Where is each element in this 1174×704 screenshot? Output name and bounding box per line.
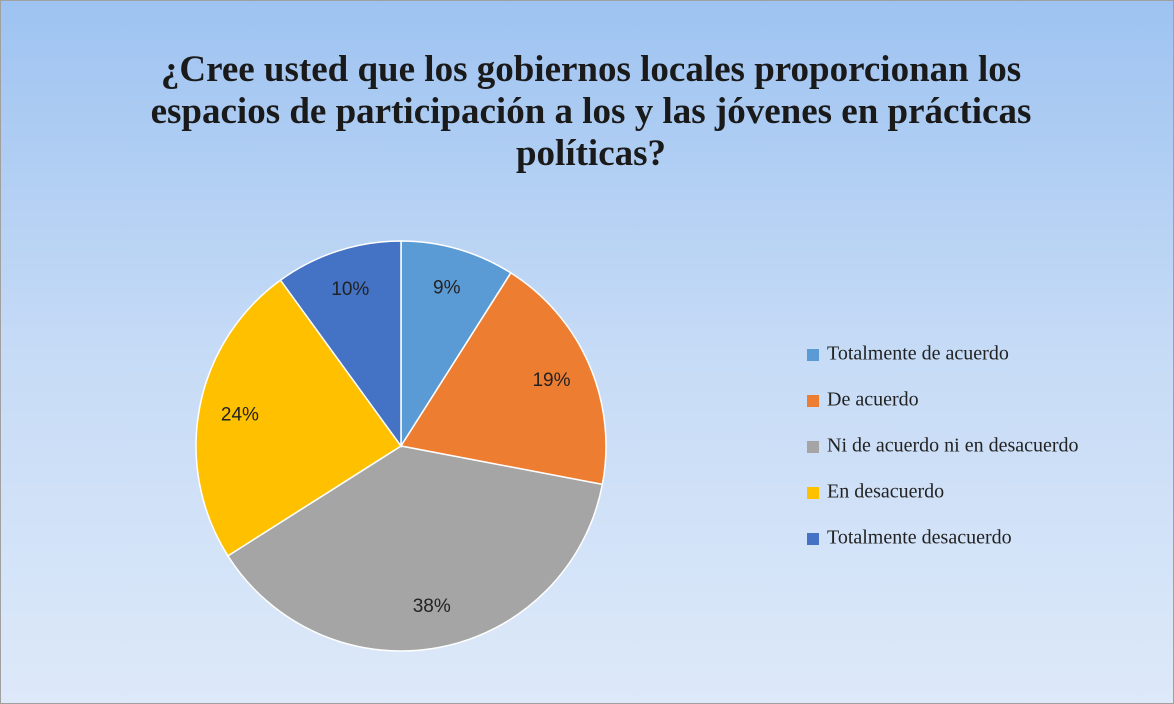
pie-slice <box>195 279 403 557</box>
data-label: 24% <box>221 404 259 425</box>
legend-swatch <box>807 487 819 499</box>
pie-slice <box>400 240 512 449</box>
legend-label: Totalmente desacuerdo <box>827 527 1012 549</box>
data-label: 9% <box>433 278 461 299</box>
legend-swatch <box>807 441 819 453</box>
data-label: 19% <box>532 370 570 391</box>
legend-swatch <box>807 395 819 407</box>
data-label: 10% <box>331 279 369 300</box>
pie-slice <box>399 271 607 486</box>
pie-slice <box>279 240 402 449</box>
data-label: 38% <box>413 596 451 617</box>
legend-swatch <box>807 533 819 545</box>
chart-title: ¿Cree usted que los gobiernos locales pr… <box>150 49 1032 174</box>
legend-label: De acuerdo <box>827 389 919 411</box>
legend-swatch <box>807 349 819 361</box>
legend-label: En desacuerdo <box>827 481 944 503</box>
legend-label: Ni de acuerdo ni en desacuerdo <box>827 435 1079 457</box>
legend-label: Totalmente de acuerdo <box>827 343 1009 365</box>
